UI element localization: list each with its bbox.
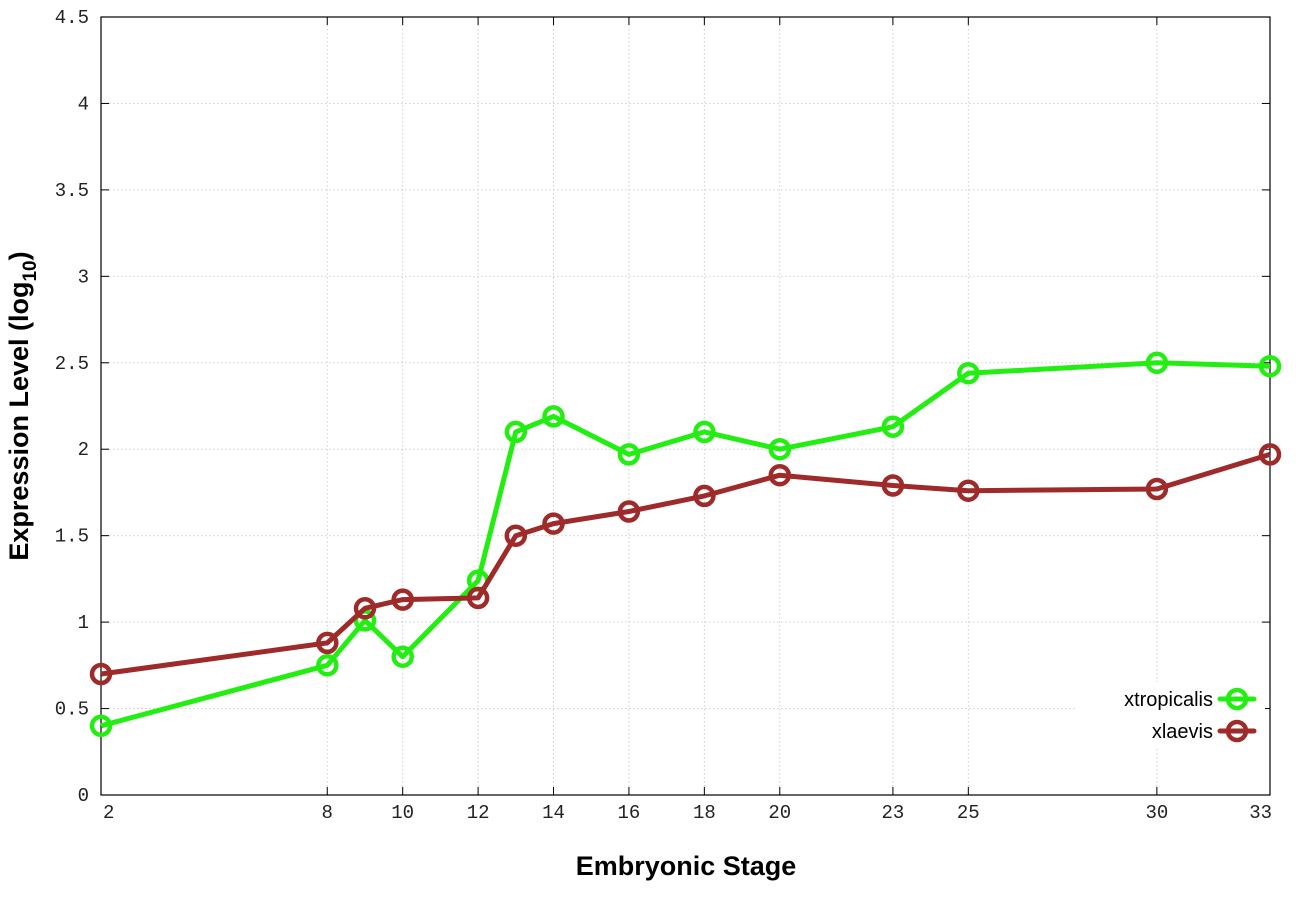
x-tick-label: 14 bbox=[542, 802, 565, 824]
series-line-xtropicalis bbox=[100, 360, 1271, 729]
data-point-xtropicalis bbox=[1145, 351, 1169, 375]
data-point-xlaevis bbox=[504, 524, 528, 547]
series-xtropicalis bbox=[89, 351, 1282, 738]
data-point-xlaevis bbox=[353, 597, 377, 620]
data-point-xtropicalis bbox=[542, 405, 565, 428]
data-point-xlaevis bbox=[542, 512, 565, 535]
x-tick-label: 18 bbox=[693, 802, 716, 824]
data-point-xtropicalis bbox=[693, 420, 716, 444]
x-tick-label: 12 bbox=[467, 802, 490, 824]
y-tick-label: 1.5 bbox=[55, 526, 89, 548]
y-axis-title-subscript: 10 bbox=[20, 260, 41, 281]
x-tick-labels: 2 8 10 12 14 16 18 20 23 25 30 33 bbox=[103, 802, 1272, 824]
data-point-xlaevis bbox=[316, 631, 339, 655]
series-line-xlaevis bbox=[100, 452, 1271, 677]
data-point-xtropicalis bbox=[89, 714, 113, 738]
data-point-xtropicalis bbox=[316, 654, 339, 677]
data-point-xlaevis bbox=[693, 484, 716, 508]
data-point-xtropicalis bbox=[1258, 354, 1282, 378]
data-point-xtropicalis bbox=[391, 645, 414, 668]
x-tick-label: 16 bbox=[618, 802, 641, 824]
y-tick-label: 2.5 bbox=[55, 353, 89, 375]
data-point-xtropicalis bbox=[617, 443, 641, 466]
x-tick-label: 30 bbox=[1145, 802, 1168, 824]
data-point-xtropicalis bbox=[957, 361, 980, 385]
legend-label-xlaevis: xlaevis bbox=[1152, 721, 1213, 743]
data-point-xlaevis bbox=[617, 500, 641, 523]
data-point-xlaevis bbox=[957, 479, 980, 502]
y-tick-label: 3.5 bbox=[55, 180, 89, 202]
x-tick-label: 8 bbox=[322, 802, 333, 824]
y-tick-label: 0 bbox=[78, 785, 89, 807]
data-point-xlaevis bbox=[466, 586, 490, 610]
x-tick-label: 10 bbox=[391, 802, 414, 824]
y-tick-label: 2 bbox=[78, 439, 89, 461]
legend-marker-xtropicalis bbox=[1225, 687, 1249, 711]
y-tick-label: 0.5 bbox=[55, 699, 89, 721]
y-axis-title-prefix: Expression Level (log bbox=[4, 282, 34, 561]
data-point-xlaevis bbox=[768, 463, 792, 487]
data-point-xtropicalis bbox=[504, 420, 528, 444]
x-axis-title: Embryonic Stage bbox=[576, 851, 797, 881]
data-point-xtropicalis bbox=[881, 415, 905, 438]
y-tick-label: 1 bbox=[78, 612, 89, 634]
data-point-xlaevis bbox=[1258, 443, 1282, 466]
legend-marker-xlaevis bbox=[1225, 719, 1249, 743]
x-tick-label: 33 bbox=[1249, 802, 1272, 824]
data-point-xlaevis bbox=[89, 662, 113, 686]
data-point-xlaevis bbox=[391, 588, 414, 611]
y-axis-title-suffix: ) bbox=[4, 251, 34, 260]
y-tick-label: 3 bbox=[78, 266, 89, 288]
legend: xtropicalis xlaevis bbox=[1075, 682, 1265, 748]
grid-lines bbox=[101, 17, 1270, 795]
series-xlaevis bbox=[89, 443, 1282, 686]
x-tick-label: 25 bbox=[957, 802, 980, 824]
legend-label-xtropicalis: xtropicalis bbox=[1124, 689, 1213, 711]
x-tick-label: 23 bbox=[881, 802, 904, 824]
y-axis-title: Expression Level (log10) bbox=[4, 251, 41, 560]
x-tick-label: 20 bbox=[768, 802, 791, 824]
x-tick-label: 2 bbox=[103, 802, 114, 824]
data-point-xlaevis bbox=[881, 474, 905, 497]
data-point-xlaevis bbox=[1145, 477, 1169, 501]
series-group bbox=[89, 351, 1282, 738]
plot-frame bbox=[100, 16, 1271, 796]
y-tick-labels: 0 0.5 1 1.5 2 2.5 3 3.5 4 4.5 bbox=[55, 7, 89, 807]
y-tick-label: 4 bbox=[78, 93, 89, 115]
data-point-xtropicalis bbox=[768, 437, 792, 461]
y-tick-label: 4.5 bbox=[55, 7, 89, 29]
